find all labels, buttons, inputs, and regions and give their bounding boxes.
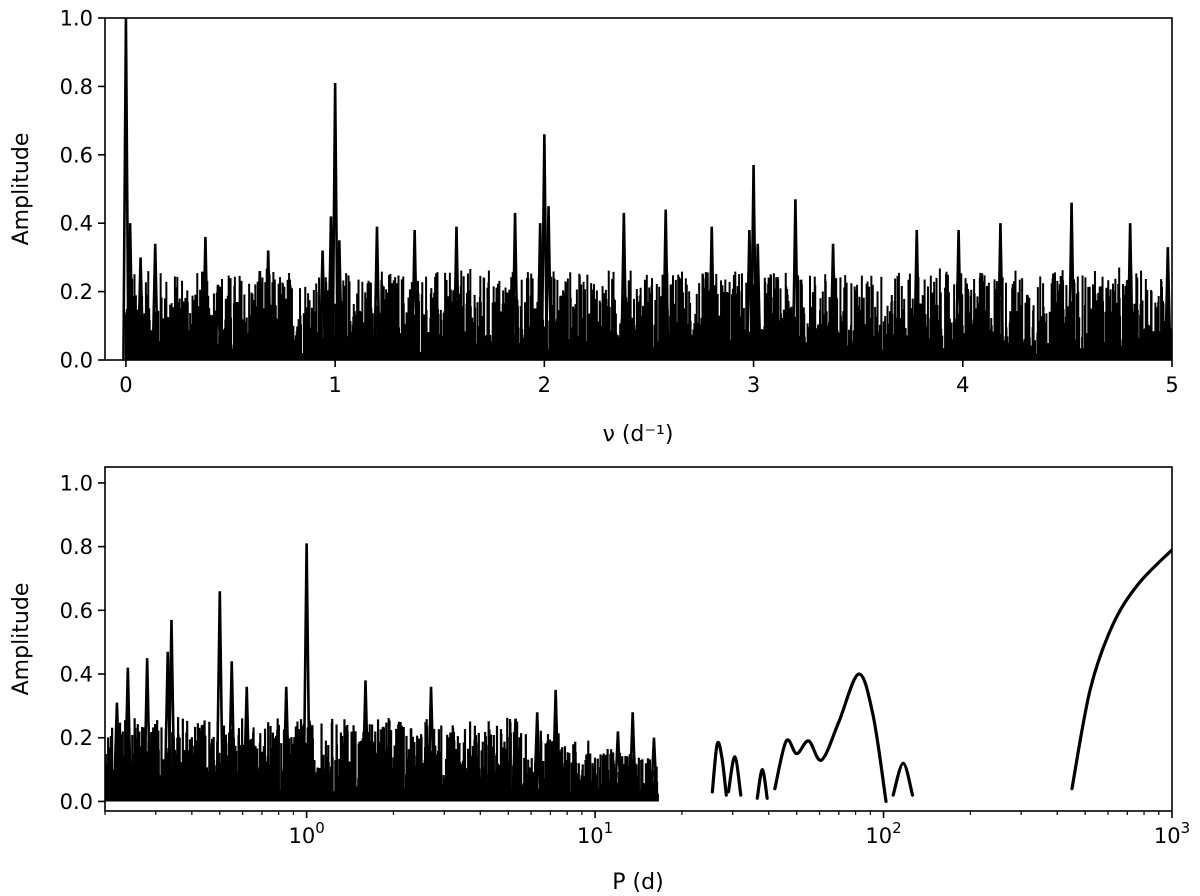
period-curve-segment <box>755 767 769 800</box>
period-peak <box>242 686 252 802</box>
period-curve-segment <box>891 761 915 797</box>
period-x-tick-label: 102 <box>865 819 901 848</box>
period-curve-segment <box>1070 548 1172 791</box>
frequency-peak <box>214 284 222 360</box>
period-y-axis-label: Amplitude <box>9 583 34 696</box>
period-peak <box>123 667 133 802</box>
frequency-peak <box>707 226 716 360</box>
period-y-ticks: 0.0 0.2 0.4 0.6 0.8 1.0 <box>60 471 105 814</box>
frequency-peak <box>996 223 1005 360</box>
frequency-peak <box>791 199 800 360</box>
frequency-peak <box>749 165 758 360</box>
period-peak <box>142 658 152 802</box>
period-x-tick-exponent: 2 <box>892 819 902 837</box>
frequency-peak <box>954 230 963 360</box>
frequency-peak <box>1164 247 1172 360</box>
frequency-peak <box>620 212 628 360</box>
frequency-peak <box>373 226 381 360</box>
frequency-y-tick-label: 0.2 <box>60 280 93 304</box>
period-panel: 100 101 102 103 0.00.20.40.60.81.0 P (d) Am… <box>9 466 1190 895</box>
frequency-peak <box>335 240 344 360</box>
frequency-peak <box>912 230 921 360</box>
frequency-peak <box>1126 223 1134 360</box>
period-peak <box>167 619 176 802</box>
period-x-tick-label: 100 <box>288 819 324 848</box>
frequency-x-axis-label: ν (d⁻¹) <box>603 422 674 447</box>
period-x-tick-exponent: 0 <box>315 819 325 837</box>
frequency-panel: 0 1 2 3 4 5 0.0 0.2 0.4 0.6 0.8 1.0 ν (d⁻¹) Amplit… <box>9 7 1179 448</box>
frequency-peak <box>1067 202 1076 360</box>
frequency-y-tick-label: 0.6 <box>60 143 93 167</box>
period-curve-segment <box>773 672 888 804</box>
period-y-tick-label: 1.0 <box>60 471 93 495</box>
period-axes-frame <box>104 466 1173 812</box>
period-peak <box>302 543 311 802</box>
period-curve-segment <box>710 740 728 797</box>
frequency-peak <box>753 243 762 360</box>
frequency-x-ticks: 0 1 2 3 4 5 <box>119 360 1179 397</box>
frequency-peak <box>256 271 264 360</box>
period-y-tick-label: 0.4 <box>60 663 93 687</box>
frequency-noise-floor <box>124 267 1172 360</box>
period-peak <box>215 591 225 802</box>
period-noise-floor <box>105 717 659 802</box>
frequency-x-tick-label: 1 <box>328 373 341 397</box>
frequency-peak <box>452 226 461 360</box>
period-curve-segment <box>726 755 743 797</box>
frequency-x-tick-label: 3 <box>747 373 760 397</box>
frequency-peak <box>136 257 145 360</box>
frequency-y-axis-label: Amplitude <box>9 133 34 246</box>
period-y-tick-label: 0.8 <box>60 535 93 559</box>
period-peak <box>511 718 520 802</box>
frequency-peak <box>410 230 419 360</box>
frequency-peak <box>126 223 134 360</box>
frequency-y-ticks: 0.0 0.2 0.4 0.6 0.8 1.0 <box>60 7 105 373</box>
frequency-x-tick-label: 5 <box>1165 373 1178 397</box>
frequency-peak <box>544 206 553 360</box>
frequency-axes-frame <box>104 17 1173 361</box>
frequency-peak <box>201 236 210 360</box>
frequency-peak <box>318 250 327 360</box>
period-peak <box>532 712 542 802</box>
frequency-peak <box>661 209 670 360</box>
frequency-peak <box>122 18 130 360</box>
frequency-x-tick-label: 4 <box>956 373 969 397</box>
frequency-x-tick-label: 0 <box>119 373 132 397</box>
period-peak <box>361 680 370 802</box>
period-x-axis-label: P (d) <box>612 870 663 895</box>
period-x-tick-exponent: 3 <box>1181 819 1191 837</box>
period-peak <box>112 702 122 802</box>
frequency-y-tick-label: 0.0 <box>60 349 93 373</box>
period-x-tick-label: 101 <box>577 819 613 848</box>
period-peak <box>426 686 436 802</box>
period-y-tick-label: 0.6 <box>60 599 93 623</box>
frequency-peak <box>331 82 339 360</box>
period-y-tick-label: 0.0 <box>60 790 93 814</box>
period-peak <box>281 686 291 802</box>
frequency-peak <box>151 243 160 360</box>
frequency-y-tick-label: 0.8 <box>60 75 93 99</box>
frequency-y-tick-label: 0.4 <box>60 212 93 236</box>
frequency-x-tick-label: 2 <box>538 373 551 397</box>
frequency-peak <box>829 243 837 360</box>
period-peak <box>227 661 237 802</box>
period-peak <box>613 731 623 802</box>
frequency-peak <box>511 212 519 360</box>
period-peak <box>649 737 659 802</box>
period-peak <box>551 689 560 802</box>
frequency-peak <box>264 250 272 360</box>
period-plot-area <box>105 543 1172 804</box>
period-x-tick-label: 103 <box>1154 819 1190 848</box>
period-x-ticks: 100 101 102 103 <box>104 811 1190 848</box>
frequency-plot-area <box>122 18 1172 360</box>
period-x-tick-exponent: 1 <box>604 819 614 837</box>
frequency-y-tick-label: 1.0 <box>60 7 93 31</box>
period-peak <box>628 712 637 802</box>
period-y-tick-label: 0.2 <box>60 726 93 750</box>
